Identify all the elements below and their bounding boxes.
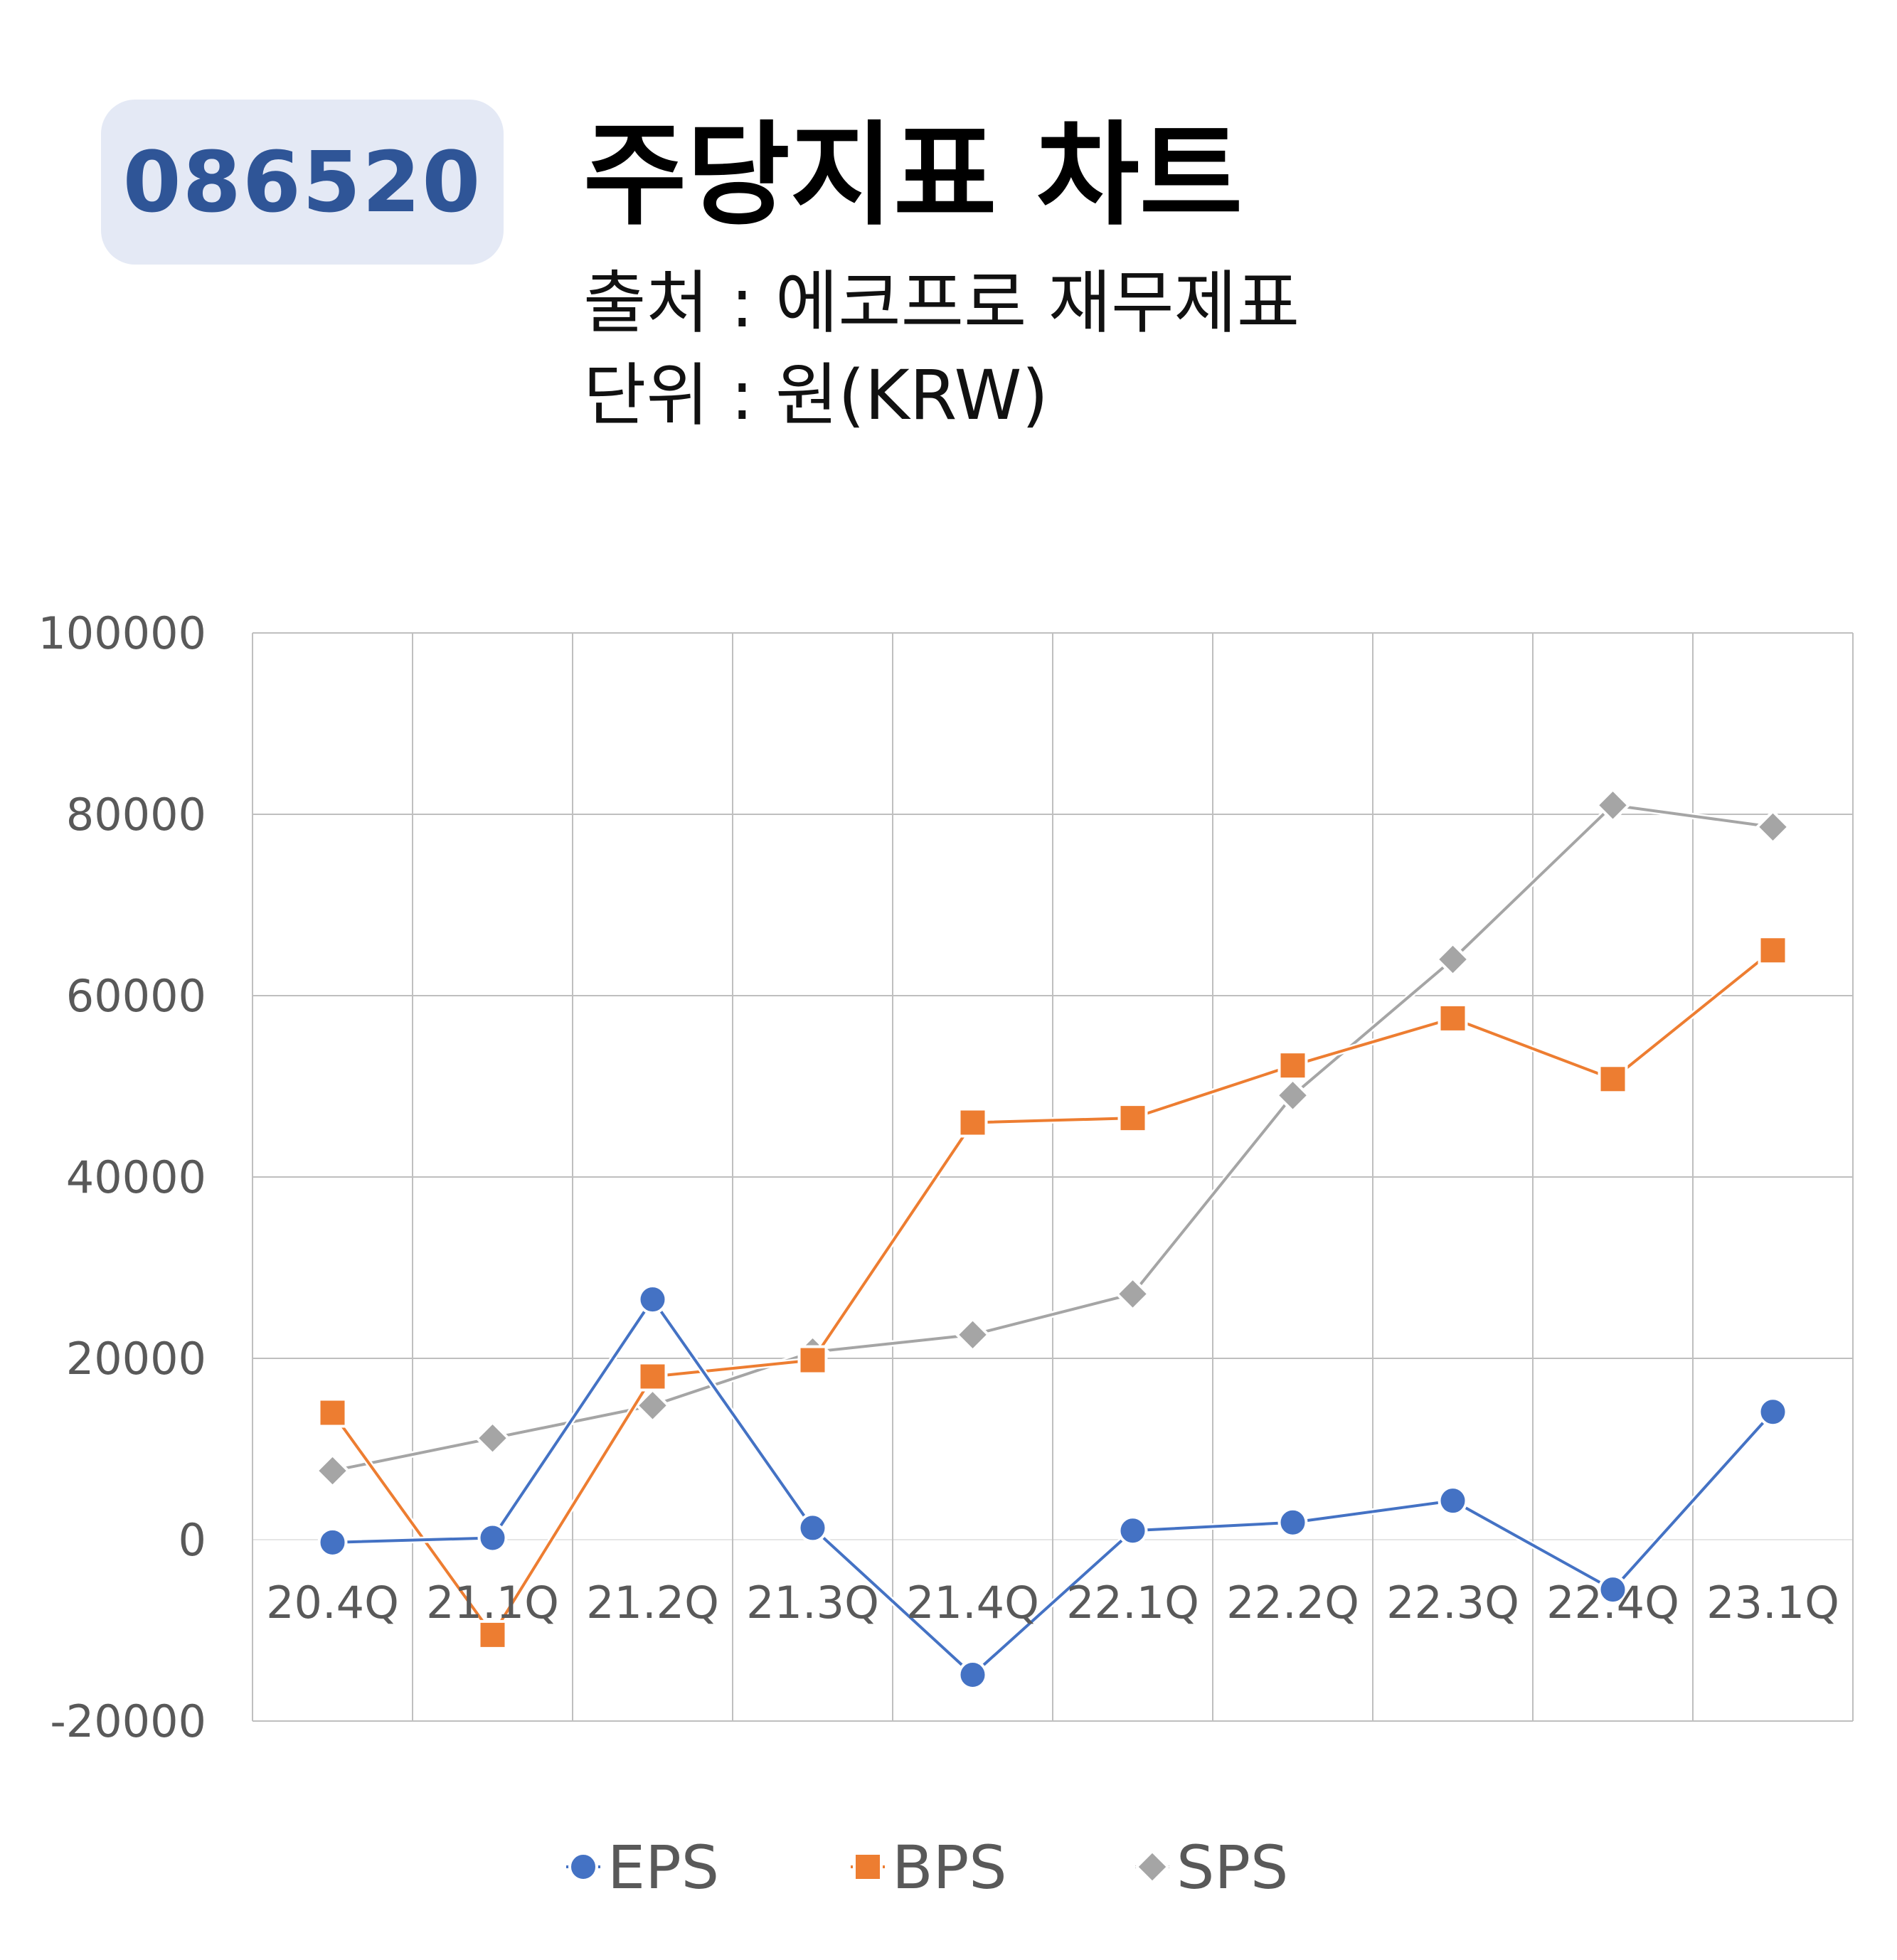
x-axis-ticks: 20.4Q 21.1Q 21.2Q 21.3Q 21.4Q 22.1Q 22.2Q 22.3Q…: [266, 1577, 1839, 1629]
series-bps: [317, 935, 1788, 1650]
ticker-code: 086520: [122, 133, 482, 231]
sps-point: [634, 1388, 671, 1424]
sps-point: [1595, 787, 1631, 824]
y-tick-label: 80000: [66, 789, 206, 841]
legend: EPS BPS SPS: [566, 1833, 1288, 1902]
y-tick-label: 40000: [66, 1151, 206, 1203]
legend-label: BPS: [892, 1833, 1007, 1902]
bps-point: [317, 1397, 348, 1428]
x-tick-label: 22.4Q: [1546, 1577, 1679, 1629]
x-tick-label: 23.1Q: [1706, 1577, 1839, 1629]
x-tick-label: 22.2Q: [1226, 1577, 1359, 1629]
y-tick-label: 20000: [66, 1333, 206, 1385]
x-tick-label: 22.3Q: [1386, 1577, 1519, 1629]
x-tick-label: 22.1Q: [1066, 1577, 1199, 1629]
page-title: 주당지표 차트: [583, 110, 1243, 241]
unit-line: 단위 : 원(KRW): [583, 356, 1048, 435]
bps-line: [331, 949, 1774, 1636]
x-tick-label: 21.2Q: [586, 1577, 719, 1629]
y-tick-label: 100000: [38, 607, 206, 659]
bps-point: [1598, 1064, 1628, 1094]
eps-point: [1758, 1397, 1788, 1427]
bps-point: [957, 1107, 988, 1138]
eps-point: [317, 1527, 348, 1557]
sps-point: [1115, 1276, 1151, 1312]
eps-point: [637, 1284, 668, 1315]
series-eps: [317, 1284, 1788, 1690]
sps-point: [474, 1420, 511, 1456]
bps-point: [1758, 935, 1788, 966]
eps-point: [1598, 1575, 1628, 1605]
bps-point: [1117, 1103, 1148, 1134]
eps-point: [477, 1523, 508, 1553]
eps-point: [1438, 1486, 1468, 1516]
legend-marker: [568, 1852, 598, 1882]
eps-point: [797, 1513, 828, 1543]
x-tick-label: 20.4Q: [266, 1577, 399, 1629]
series: [314, 787, 1791, 1690]
sps-point: [955, 1317, 991, 1353]
legend-item-sps: SPS: [1135, 1833, 1288, 1902]
y-axis-ticks: 100000 80000 60000 40000 20000 0 -20000: [38, 607, 206, 1747]
bps-point: [797, 1345, 828, 1375]
legend-label: EPS: [607, 1833, 719, 1902]
y-tick-label: 60000: [66, 970, 206, 1022]
y-tick-label: -20000: [50, 1695, 206, 1747]
bps-point: [477, 1619, 508, 1650]
source-line: 출처 : 에코프로 재무제표: [583, 263, 1300, 343]
eps-point: [1117, 1516, 1148, 1546]
y-tick-label: 0: [179, 1514, 206, 1566]
sps-point: [1275, 1077, 1311, 1114]
legend-label: SPS: [1176, 1833, 1288, 1902]
bps-point: [1277, 1050, 1308, 1081]
sps-point: [1755, 809, 1791, 845]
grid: [252, 632, 1854, 1722]
sps-point: [1435, 942, 1471, 977]
x-tick-label: 21.4Q: [906, 1577, 1039, 1629]
bps-point: [637, 1361, 668, 1392]
sps-point: [314, 1453, 351, 1488]
eps-point: [1277, 1507, 1308, 1538]
legend-marker: [853, 1852, 883, 1882]
bps-point: [1438, 1003, 1468, 1033]
x-tick-label: 21.1Q: [426, 1577, 559, 1629]
x-tick-label: 21.3Q: [746, 1577, 879, 1629]
legend-item-eps: EPS: [566, 1833, 719, 1902]
legend-item-bps: BPS: [851, 1833, 1007, 1902]
eps-point: [957, 1659, 988, 1690]
eps-line: [332, 1298, 1774, 1676]
ticker-badge: 086520: [101, 100, 504, 265]
legend-marker: [1135, 1849, 1170, 1885]
